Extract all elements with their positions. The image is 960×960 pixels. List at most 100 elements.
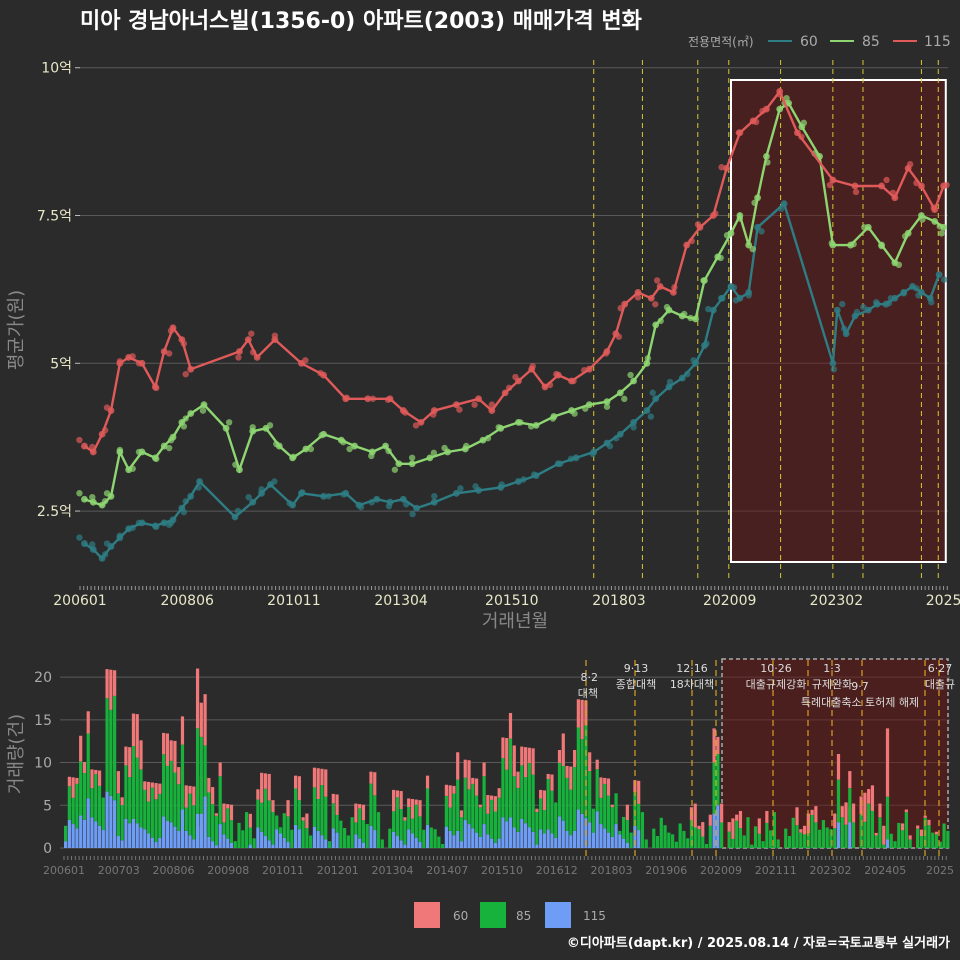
bar-segment-115 [493,842,498,848]
scatter-point-85 [687,314,694,322]
scatter-point-60 [613,435,620,442]
bar-segment-85 [425,788,430,825]
scatter-point-115 [402,409,409,416]
bar-segment-85 [599,797,603,825]
bar-segment-85 [275,815,279,830]
scatter-point-60 [299,489,306,496]
xtick-label-volume: 202405 [864,864,906,877]
bar-segment-60 [870,785,875,811]
bar-segment-115 [414,837,418,848]
bar-segment-60 [520,746,524,766]
point-115 [81,442,88,450]
point-115 [829,176,837,184]
bar-segment-115 [67,819,71,848]
bar-segment-85 [282,813,286,838]
bar-segment-60 [229,804,234,821]
scatter-point-60 [340,491,347,498]
bar-segment-115 [621,838,626,848]
xtick-label-volume: 201803 [591,864,633,877]
bar-segment-60 [471,777,475,784]
bar-segment-60 [490,795,494,800]
bar-segment-115 [576,809,580,848]
bar-segment-85 [671,834,675,848]
bar-segment-60 [312,767,317,788]
bar-segment-115 [554,837,558,848]
scatter-point-115 [529,363,536,370]
bar-segment-85 [162,754,166,817]
bar-segment-85 [399,808,403,841]
xtick-label-volume: 202302 [810,864,852,877]
point-60 [780,200,788,208]
ytick-label: 5억 [50,356,72,372]
bar-segment-60 [169,740,173,761]
scatter-point-85 [391,466,399,473]
bar-segment-115 [207,836,211,848]
bar-segment-85 [94,774,98,822]
bar-segment-60 [836,754,841,780]
point-60 [833,306,841,314]
point-115 [89,448,97,456]
bar-segment-60 [916,825,920,829]
bar-segment-85 [486,813,490,835]
bar-segment-85 [342,828,347,848]
bar-segment-85 [776,839,780,848]
bar-segment-85 [124,765,128,819]
scatter-point-115 [512,373,519,381]
scatter-point-115 [101,427,109,434]
bar-segment-85 [437,836,441,848]
bar-segment-85 [904,812,908,848]
policy-event-name: 특례대출축소 토허제 해제 [801,695,919,709]
point-85 [222,424,230,432]
scatter-point-60 [703,340,710,347]
point-85 [395,460,403,468]
scatter-point-85 [549,415,557,422]
scatter-point-60 [705,305,712,313]
point-115 [891,194,899,202]
bar-segment-85 [146,801,151,834]
xtick-label-volume: 202111 [755,864,797,877]
bar-segment-85 [603,783,607,829]
bar-segment-85 [633,792,637,826]
bar-segment-115 [478,836,482,848]
bar-segment-60 [863,792,867,822]
legend-label-115: 115 [924,34,951,50]
bar-segment-85 [403,820,407,845]
bar-segment-115 [546,829,550,848]
bar-segment-85 [900,830,905,848]
bar-segment-60 [293,775,298,789]
bar-segment-85 [531,774,535,832]
scatter-point-60 [182,498,189,505]
scatter-point-115 [89,443,96,451]
ytick-label-volume: 20 [34,670,52,686]
scatter-point-60 [357,503,365,511]
bar-segment-85 [720,822,724,848]
bar-segment-85 [195,728,200,814]
bar-segment-60 [588,752,592,772]
scatter-point-60 [730,284,738,291]
scatter-point-60 [630,424,637,431]
point-60 [864,306,872,314]
bar-segment-60 [851,803,856,823]
bar-segment-60 [192,786,196,806]
point-115 [878,182,885,190]
bar-segment-60 [795,807,799,826]
scatter-point-115 [602,350,610,357]
bar-segment-85 [244,812,249,848]
scatter-point-115 [615,333,623,340]
bar-segment-60 [527,747,531,764]
scatter-point-60 [647,413,655,420]
bar-segment-60 [444,784,448,796]
bar-segment-115 [120,840,124,848]
bar-segment-85 [546,779,550,830]
point-85 [643,359,651,367]
bar-segment-115 [79,815,83,848]
point-85 [940,223,947,231]
bar-segment-60 [75,777,79,784]
point-115 [160,348,168,355]
scatter-point-115 [759,107,766,115]
legend-bottom-85: 85 [516,909,531,923]
bar-segment-85 [934,834,939,848]
bar-segment-115 [226,838,230,848]
bar-segment-115 [637,830,641,848]
point-85 [616,389,624,397]
